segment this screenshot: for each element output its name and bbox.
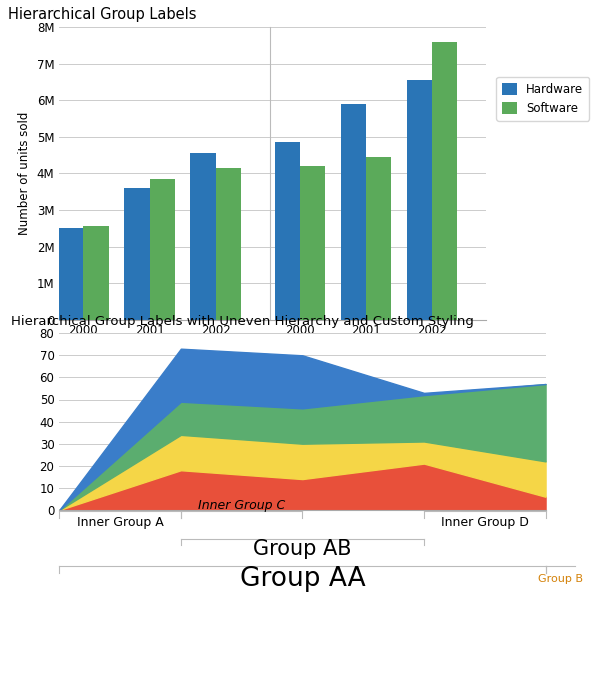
Text: Inner Group A: Inner Group A (76, 515, 164, 529)
Text: Hierarchical Group Labels with Uneven Hierarchy and Custom Styling: Hierarchical Group Labels with Uneven Hi… (11, 315, 474, 328)
Text: EMEA: EMEA (133, 365, 166, 378)
Legend: Hardware, Software: Hardware, Software (496, 77, 589, 121)
Text: Inner Group D: Inner Group D (441, 515, 529, 529)
Text: Group AA: Group AA (240, 566, 365, 592)
Bar (149, 179, 175, 320)
Y-axis label: Number of units sold: Number of units sold (18, 112, 31, 235)
Bar (341, 104, 366, 320)
Bar (216, 168, 241, 320)
Bar (366, 157, 391, 320)
Bar (432, 42, 457, 320)
Text: Inner Group C: Inner Group C (198, 499, 285, 513)
Text: Group B: Group B (538, 575, 583, 584)
Bar (407, 80, 432, 320)
Bar (84, 226, 109, 320)
Text: Hierarchical Group Labels: Hierarchical Group Labels (8, 7, 196, 22)
Bar (125, 188, 149, 320)
Text: Group AB: Group AB (253, 539, 352, 560)
Text: North America: North America (323, 365, 409, 378)
Bar (190, 153, 216, 320)
Bar (300, 166, 325, 320)
Bar (275, 142, 300, 320)
Bar (58, 228, 84, 320)
